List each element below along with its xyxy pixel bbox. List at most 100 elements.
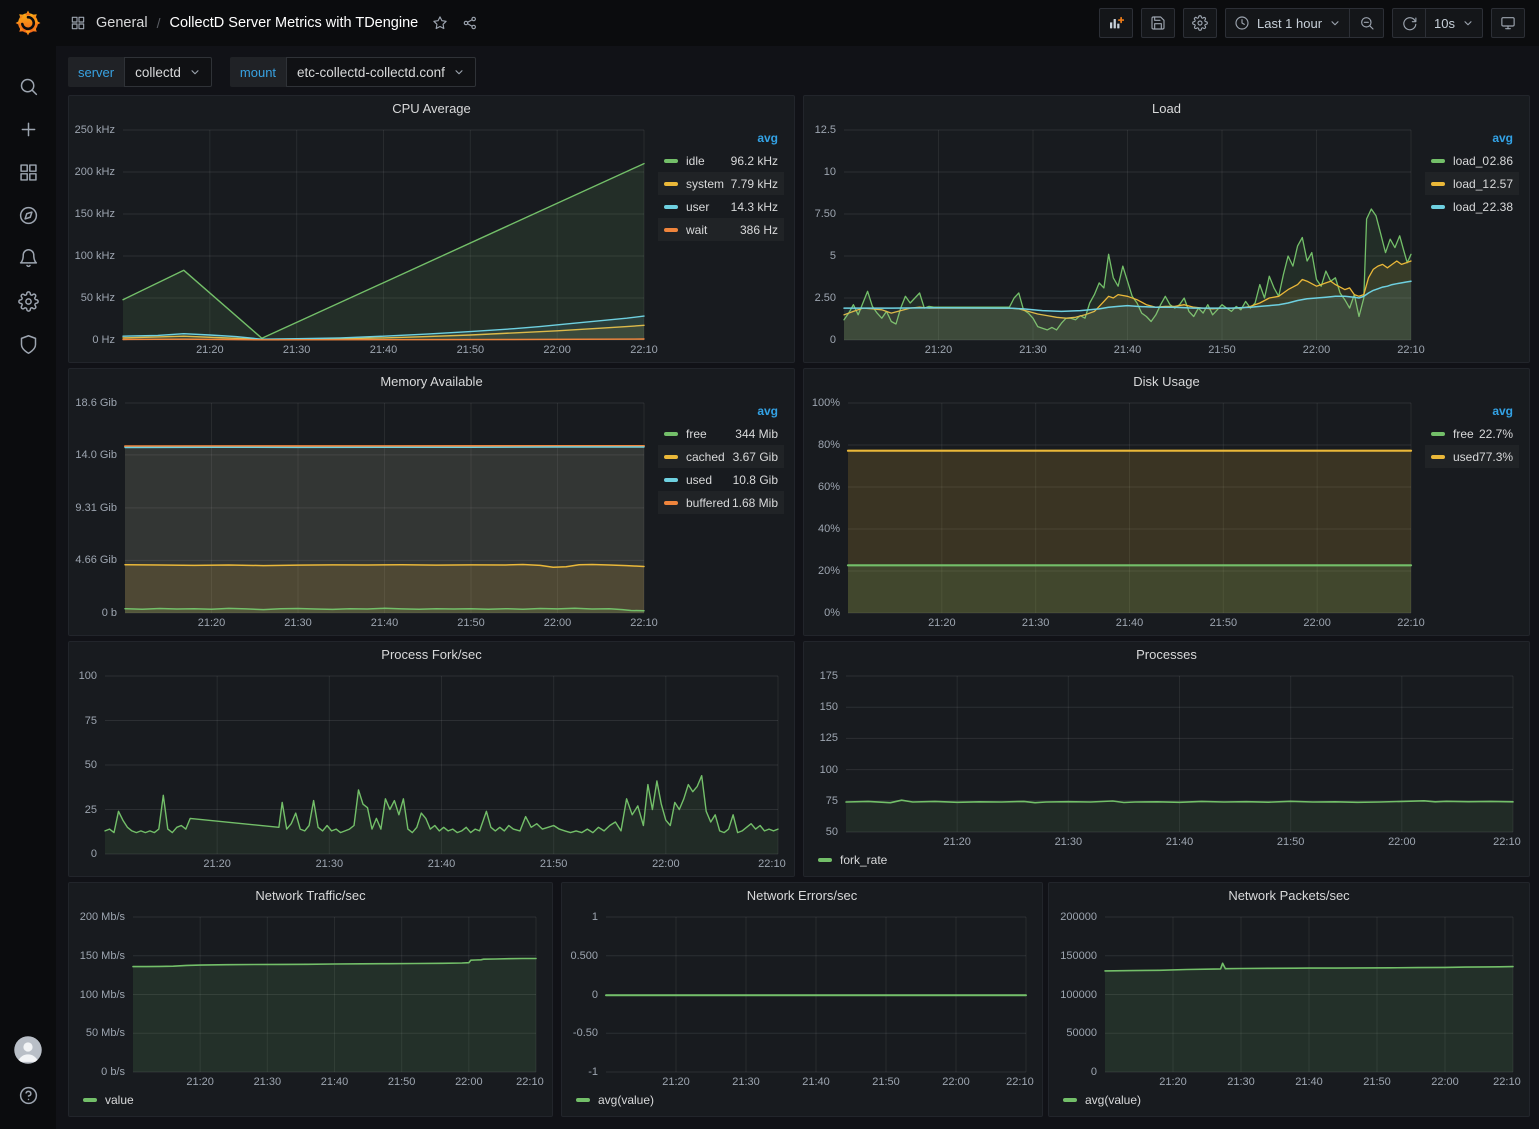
kiosk-mode-button[interactable] <box>1491 8 1525 38</box>
add-panel-button[interactable] <box>1099 8 1133 38</box>
time-series-plot[interactable]: 05000010000015000020000021:2021:3021:402… <box>1049 909 1529 1116</box>
save-dashboard-button[interactable] <box>1141 8 1175 38</box>
time-series-plot[interactable]: 02.5057.501012.521:2021:3021:4021:5022:0… <box>804 122 1529 362</box>
x-axis-label: 21:40 <box>1166 836 1194 848</box>
create-plus-icon[interactable] <box>10 117 46 141</box>
search-icon[interactable] <box>10 74 46 98</box>
panel-title[interactable]: CPU Average <box>69 96 794 122</box>
panel-title[interactable]: Memory Available <box>69 369 794 395</box>
x-axis-label: 22:10 <box>1493 836 1521 848</box>
legend-item[interactable]: cached3.67 Gib <box>658 445 784 468</box>
x-axis-label: 22:10 <box>758 858 786 870</box>
star-icon[interactable] <box>432 15 448 31</box>
dashboards-icon[interactable] <box>10 160 46 184</box>
legend-item[interactable]: used77.3% <box>1425 445 1519 468</box>
x-axis-label: 22:00 <box>1388 836 1416 848</box>
chevron-down-icon <box>1329 17 1341 29</box>
y-axis-label: 0 <box>562 989 598 1001</box>
legend-item[interactable]: free344 Mib <box>658 422 784 445</box>
legend: avgfree344 Mibcached3.67 Gibused10.8 Gib… <box>658 401 784 514</box>
x-axis-label: 21:50 <box>457 344 485 356</box>
time-series-plot[interactable]: 0%20%40%60%80%100%21:2021:3021:4021:5022… <box>804 395 1529 635</box>
alerting-bell-icon[interactable] <box>10 246 46 270</box>
legend-avg-header[interactable]: avg <box>1425 128 1519 149</box>
chart-canvas <box>133 917 536 1072</box>
legend-item[interactable]: idle96.2 kHz <box>658 149 784 172</box>
x-axis-label: 21:40 <box>1114 344 1142 356</box>
time-series-plot[interactable]: 507510012515017521:2021:3021:4021:5022:0… <box>804 668 1529 876</box>
x-axis-label: 21:50 <box>872 1076 900 1088</box>
legend-item[interactable]: load_02.86 <box>1425 149 1519 172</box>
variable-value-dropdown[interactable]: etc-collectd-collectd.conf <box>286 57 476 87</box>
legend-item[interactable]: user14.3 kHz <box>658 195 784 218</box>
x-axis-label: 21:50 <box>1210 617 1238 629</box>
refresh-button[interactable] <box>1392 8 1426 38</box>
x-axis-label: 22:00 <box>1303 344 1331 356</box>
panel-title[interactable]: Network Traffic/sec <box>69 883 552 909</box>
legend-item[interactable]: avg(value) <box>1063 1093 1141 1107</box>
panel-title[interactable]: Processes <box>804 642 1529 668</box>
time-series-plot[interactable]: 0 Hz50 kHz100 kHz150 kHz200 kHz250 kHz21… <box>69 122 794 362</box>
grafana-logo[interactable] <box>0 0 56 46</box>
breadcrumb-folder[interactable]: General <box>96 15 148 31</box>
legend-series-name: cached <box>686 450 725 464</box>
share-icon[interactable] <box>462 15 478 31</box>
help-icon[interactable] <box>10 1083 46 1107</box>
legend-item[interactable]: fork_rate <box>818 853 887 867</box>
grafana-flame-icon <box>13 8 43 38</box>
y-axis-label: 175 <box>804 670 838 682</box>
admin-shield-icon[interactable] <box>10 332 46 356</box>
legend-series-swatch <box>664 228 678 232</box>
legend-series-name: avg(value) <box>598 1093 654 1107</box>
legend-item[interactable]: avg(value) <box>576 1093 654 1107</box>
variable-server: server collectd <box>68 57 212 87</box>
panel-title[interactable]: Network Errors/sec <box>562 883 1042 909</box>
configuration-gear-icon[interactable] <box>10 289 46 313</box>
legend-item[interactable]: used10.8 Gib <box>658 468 784 491</box>
legend-item[interactable]: free22.7% <box>1425 422 1519 445</box>
x-axis-label: 22:10 <box>630 344 658 356</box>
variable-label: mount <box>230 57 286 87</box>
legend-series-name: idle <box>686 154 705 168</box>
y-axis-label: 125 <box>804 732 838 744</box>
dashboard-title[interactable]: CollectD Server Metrics with TDengine <box>169 15 418 31</box>
legend: avgload_02.86load_12.57load_22.38 <box>1425 128 1519 218</box>
legend-series-value: 7.79 kHz <box>731 177 778 191</box>
x-axis-label: 22:10 <box>1006 1076 1034 1088</box>
legend-series-swatch <box>83 1098 97 1102</box>
variable-value-dropdown[interactable]: collectd <box>124 57 212 87</box>
legend-series-swatch <box>664 478 678 482</box>
legend-avg-header[interactable]: avg <box>1425 401 1519 422</box>
explore-compass-icon[interactable] <box>10 203 46 227</box>
time-range-picker[interactable]: Last 1 hour <box>1225 8 1350 38</box>
y-axis-label: 0 <box>1049 1066 1097 1078</box>
panel-title[interactable]: Disk Usage <box>804 369 1529 395</box>
time-series-plot[interactable]: 0 b4.66 Gib9.31 Gib14.0 Gib18.6 Gib21:20… <box>69 395 794 635</box>
panel-title[interactable]: Process Fork/sec <box>69 642 794 668</box>
legend-item[interactable]: wait386 Hz <box>658 218 784 241</box>
dashboard-settings-button[interactable] <box>1183 8 1217 38</box>
legend-series-value: 77.3% <box>1479 450 1513 464</box>
refresh-interval-picker[interactable]: 10s <box>1426 8 1483 38</box>
y-axis-label: 0 b <box>69 607 117 619</box>
legend-item[interactable]: load_12.57 <box>1425 172 1519 195</box>
legend-series-swatch <box>1431 182 1445 186</box>
y-axis-label: 7.50 <box>804 208 836 220</box>
refresh-interval-label: 10s <box>1434 16 1455 31</box>
panel-title[interactable]: Load <box>804 96 1529 122</box>
y-axis-label: 4.66 Gib <box>69 554 117 566</box>
y-axis-label: 50 <box>804 826 838 838</box>
zoom-out-button[interactable] <box>1350 8 1384 38</box>
legend-avg-header[interactable]: avg <box>658 128 784 149</box>
legend-item[interactable]: value <box>83 1093 134 1107</box>
x-axis-label: 22:10 <box>1397 617 1425 629</box>
legend-avg-header[interactable]: avg <box>658 401 784 422</box>
legend-item[interactable]: system7.79 kHz <box>658 172 784 195</box>
time-series-plot[interactable]: -1-0.5000.500121:2021:3021:4021:5022:002… <box>562 909 1042 1116</box>
panel-title[interactable]: Network Packets/sec <box>1049 883 1529 909</box>
time-series-plot[interactable]: 0 b/s50 Mb/s100 Mb/s150 Mb/s200 Mb/s21:2… <box>69 909 552 1116</box>
user-avatar[interactable] <box>13 1035 43 1065</box>
legend-item[interactable]: load_22.38 <box>1425 195 1519 218</box>
legend-item[interactable]: buffered1.68 Mib <box>658 491 784 514</box>
time-series-plot[interactable]: 025507510021:2021:3021:4021:5022:0022:10 <box>69 668 794 876</box>
